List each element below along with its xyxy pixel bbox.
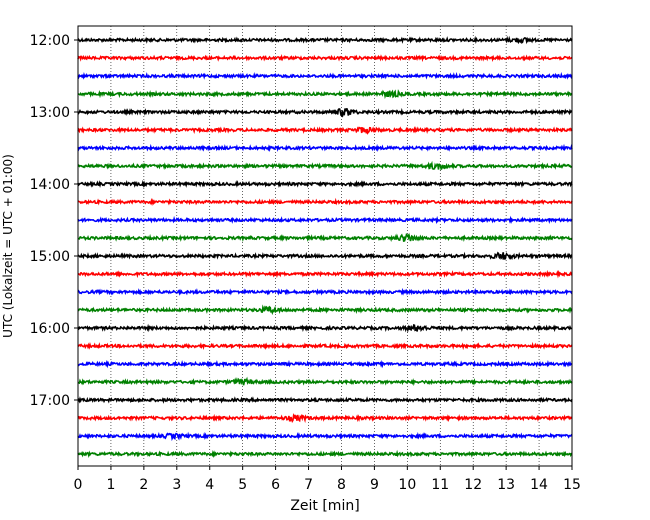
seismic-trace-1345 — [77, 160, 573, 171]
x-tick-label: 0 — [74, 477, 83, 493]
seismic-trace-1515 — [77, 269, 573, 279]
x-axis: 0 1 2 3 4 5 6 7 8 9 10 11 12 13 14 15 — [74, 466, 581, 493]
y-tick-label: 16:00 — [30, 321, 70, 337]
x-tick-label: 3 — [172, 477, 181, 493]
grid-lines — [110, 26, 540, 466]
y-tick-label: 12:00 — [30, 33, 70, 49]
seismic-trace-1200 — [77, 35, 573, 45]
y-tick-label: 15:00 — [30, 249, 70, 265]
seismic-trace-1445 — [77, 232, 573, 243]
seismic-trace-1500 — [77, 251, 573, 261]
x-tick-label: 12 — [464, 477, 482, 493]
y-tick-label: 13:00 — [30, 105, 70, 121]
seismic-trace-1615 — [77, 341, 573, 351]
x-tick-label: 14 — [530, 477, 548, 493]
x-tick-label: 6 — [271, 477, 280, 493]
plot-frame — [77, 25, 573, 467]
x-tick-label: 2 — [139, 477, 148, 493]
seismic-trace-1215 — [77, 54, 573, 63]
x-tick-label: 11 — [431, 477, 449, 493]
y-axis: 12:00 13:00 14:00 15:00 16:00 17:00 — [30, 33, 78, 409]
seismic-trace-1430 — [77, 215, 573, 225]
seismic-trace-1645 — [77, 376, 573, 387]
seismic-trace-1315 — [77, 126, 573, 135]
x-tick-label: 7 — [304, 477, 313, 493]
seismic-traces — [77, 35, 573, 459]
seismic-trace-1400 — [77, 179, 573, 189]
x-axis-label: Zeit [min] — [290, 498, 359, 514]
x-tick-label: 8 — [337, 477, 346, 493]
seismic-trace-1415 — [77, 197, 573, 207]
x-tick-label: 15 — [563, 477, 581, 493]
seismic-trace-1545 — [77, 304, 573, 316]
x-tick-label: 1 — [106, 477, 115, 493]
y-tick-label: 17:00 — [30, 393, 70, 409]
plot-area — [78, 26, 572, 466]
x-tick-label: 4 — [205, 477, 214, 493]
x-tick-label: 9 — [370, 477, 379, 493]
seismic-trace-1715 — [77, 413, 573, 424]
seismic-trace-1245 — [77, 89, 573, 100]
seismic-trace-1300 — [77, 107, 573, 118]
x-tick-label: 13 — [497, 477, 515, 493]
seismic-trace-1745 — [77, 449, 573, 459]
seismic-trace-1700 — [77, 396, 573, 404]
seismic-trace-1530 — [77, 287, 573, 296]
seismic-trace-1630 — [77, 359, 573, 369]
y-tick-label: 14:00 — [30, 177, 70, 193]
seismic-trace-1730 — [77, 431, 573, 442]
x-tick-label: 5 — [238, 477, 247, 493]
y-axis-label: UTC (Lokalzeit = UTC + 01:00) — [1, 154, 15, 338]
seismic-trace-1330 — [77, 143, 573, 153]
x-tick-label: 10 — [398, 477, 416, 493]
seismic-trace-1600 — [77, 323, 573, 333]
seismic-trace-1230 — [77, 71, 573, 80]
